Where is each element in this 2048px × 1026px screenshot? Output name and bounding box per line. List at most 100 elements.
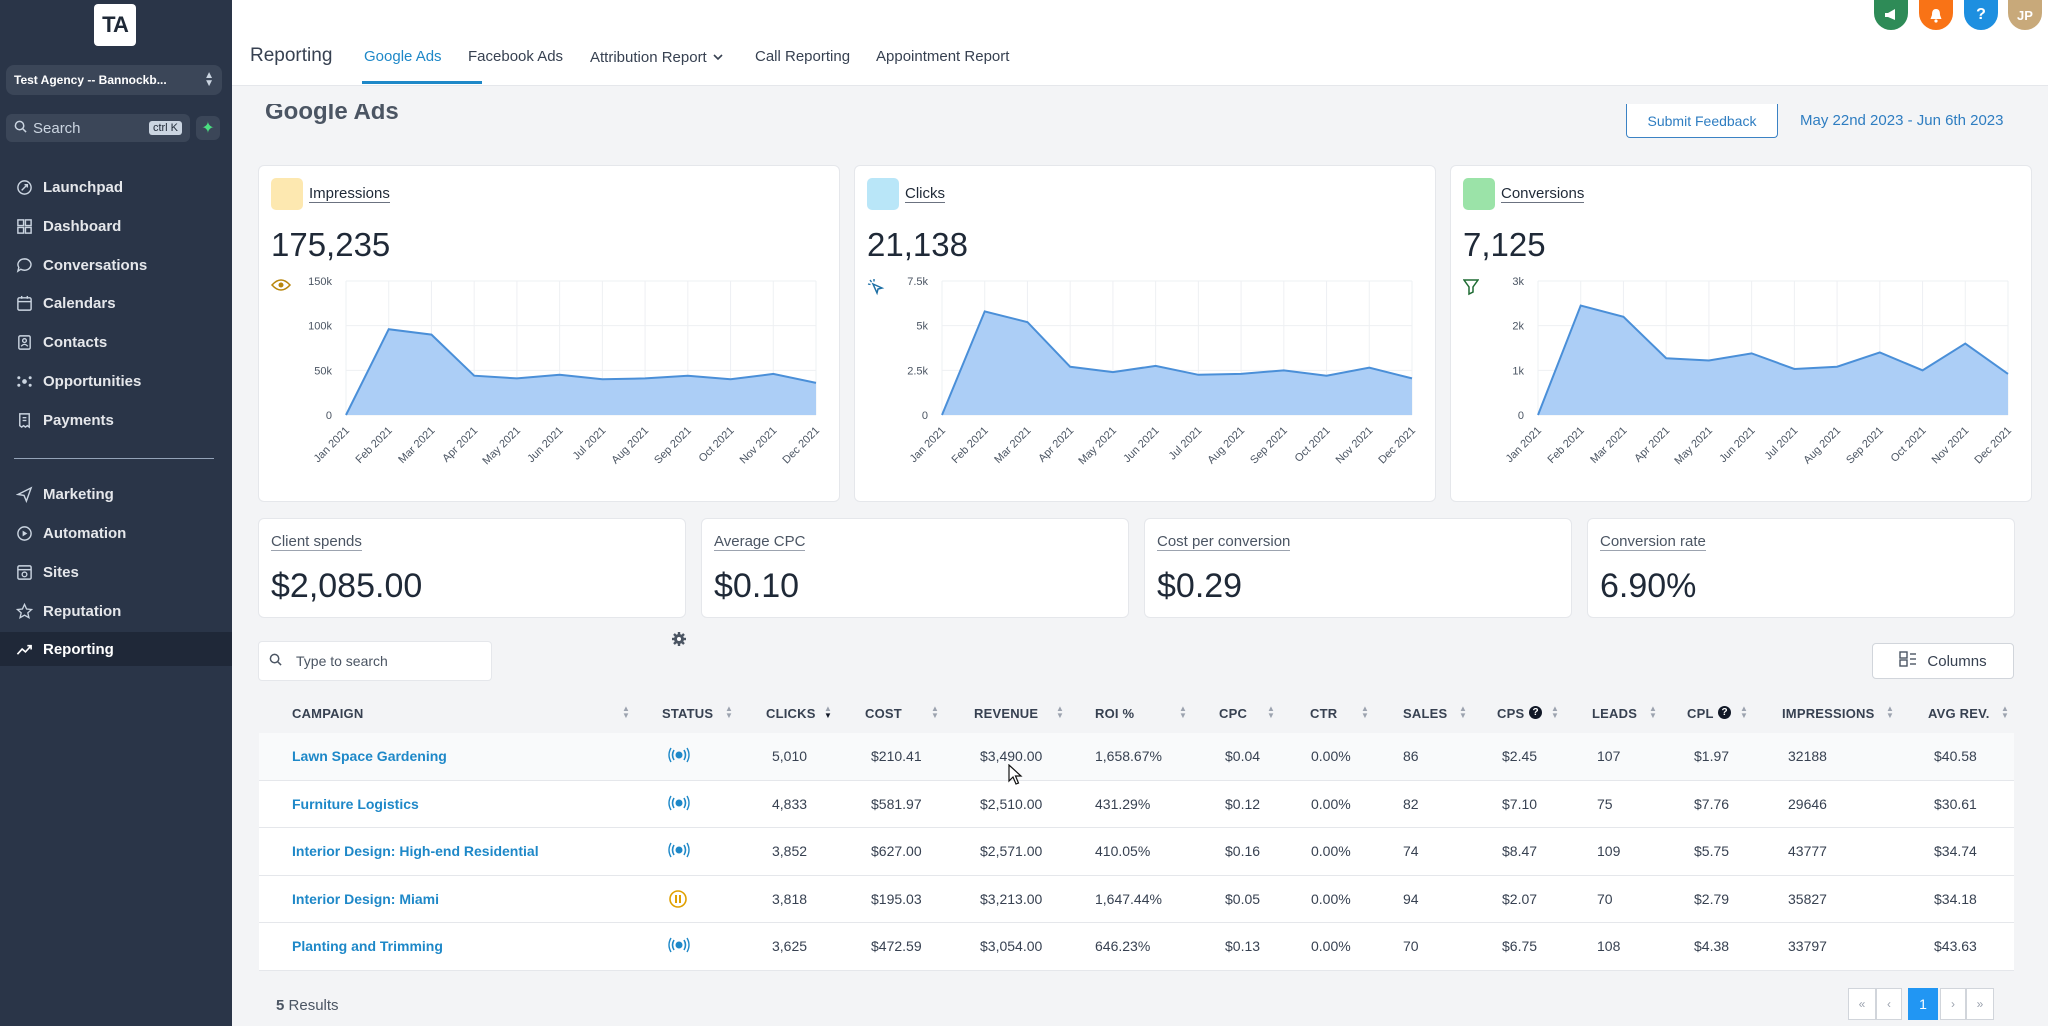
trend-icon: [14, 639, 34, 659]
x-tick-label: May 2021: [1076, 425, 1119, 468]
table-row[interactable]: Furniture Logistics 4,833 $581.97 $2,510.00…: [259, 780, 2014, 828]
col-cost[interactable]: COST: [865, 706, 902, 721]
status-active-icon[interactable]: [668, 746, 690, 767]
sort-icon[interactable]: ▲ ▼: [1361, 704, 1369, 720]
results-number: 5: [276, 997, 285, 1014]
col-status[interactable]: STATUS: [662, 706, 714, 721]
sort-icon[interactable]: ▲ ▼: [824, 704, 832, 720]
next-page-button[interactable]: ›: [1940, 988, 1966, 1020]
prev-page-button[interactable]: ‹: [1876, 988, 1902, 1020]
last-page-button[interactable]: »: [1966, 988, 1994, 1020]
tab-attribution-report[interactable]: Attribution Report: [590, 48, 723, 66]
sort-icon[interactable]: ▲ ▼: [1740, 704, 1748, 720]
sidebar-item-marketing[interactable]: Marketing: [0, 477, 232, 511]
status-paused-icon[interactable]: [668, 889, 688, 912]
sort-icon[interactable]: ▲ ▼: [1649, 704, 1657, 720]
y-tick-label: 50k: [314, 365, 332, 377]
page-button-current[interactable]: 1: [1908, 988, 1938, 1020]
cell-campaign[interactable]: Interior Design: High-end Residential: [292, 843, 539, 859]
agency-logo[interactable]: TA: [94, 4, 136, 46]
cell-leads: 107: [1597, 748, 1621, 764]
bell-icon[interactable]: [1919, 0, 1953, 30]
campaigns-table: CAMPAIGN ▲ ▼ STATUS ▲ ▼ CLICKS ▲ ▼ COST ▲ ▼ …: [259, 695, 2014, 971]
col-sales[interactable]: SALES: [1403, 706, 1448, 721]
cell-ctr: 0.00%: [1311, 890, 1351, 907]
sort-icon[interactable]: ▲ ▼: [1179, 704, 1187, 720]
sort-icon[interactable]: ▲ ▼: [931, 704, 939, 720]
sidebar-item-reporting[interactable]: Reporting: [0, 632, 232, 666]
sort-icon[interactable]: ▲ ▼: [1886, 704, 1894, 720]
cell-campaign[interactable]: Lawn Space Gardening: [292, 748, 447, 764]
tab-call-reporting[interactable]: Call Reporting: [755, 48, 851, 65]
cell-cost: $581.97: [871, 795, 922, 812]
megaphone-icon[interactable]: [1874, 0, 1908, 30]
submit-feedback-button[interactable]: Submit Feedback: [1626, 104, 1778, 138]
col-ctr[interactable]: CTR: [1310, 706, 1338, 721]
table-search-input[interactable]: Type to search: [258, 641, 492, 681]
help-icon[interactable]: ?: [1964, 0, 1998, 30]
table-row[interactable]: Planting and Trimming 3,625 $472.59 $3,054.…: [259, 923, 2014, 971]
stat-label[interactable]: Cost per conversion: [1157, 533, 1291, 551]
status-active-icon[interactable]: [668, 794, 690, 815]
sidebar-search[interactable]: Search ctrl K: [6, 114, 190, 142]
status-active-icon[interactable]: [668, 936, 690, 957]
sort-icon[interactable]: ▲ ▼: [1459, 704, 1467, 720]
sidebar-item-payments[interactable]: Payments: [0, 403, 232, 437]
cell-campaign[interactable]: Planting and Trimming: [292, 938, 443, 954]
sidebar-item-reputation[interactable]: Reputation: [0, 594, 232, 628]
status-active-icon[interactable]: [668, 841, 690, 862]
tab-google-ads[interactable]: Google Ads: [364, 48, 442, 65]
card-title[interactable]: Clicks: [905, 185, 945, 203]
sidebar-item-automation[interactable]: Automation: [0, 516, 232, 550]
col-revenue[interactable]: REVENUE: [974, 706, 1039, 721]
sidebar-item-label: Sites: [43, 563, 79, 581]
sort-icon[interactable]: ▲ ▼: [622, 704, 630, 720]
columns-button[interactable]: Columns: [1872, 643, 2014, 679]
receipt-icon: [14, 410, 34, 430]
sort-icon[interactable]: ▲ ▼: [1056, 704, 1064, 720]
stat-label[interactable]: Client spends: [271, 533, 362, 551]
tab-appointment-report[interactable]: Appointment Report: [876, 48, 1010, 65]
sort-icon[interactable]: ▲ ▼: [2001, 704, 2009, 720]
card-title[interactable]: Impressions: [309, 185, 390, 203]
quick-action-icon[interactable]: ✦: [196, 116, 220, 140]
col-cpc[interactable]: CPC: [1219, 706, 1248, 721]
col-leads[interactable]: LEADS: [1592, 706, 1638, 721]
col-clicks[interactable]: CLICKS: [766, 706, 816, 721]
sidebar-item-sites[interactable]: Sites: [0, 555, 232, 589]
cell-cpc: $0.16: [1225, 843, 1261, 859]
cell-campaign[interactable]: Furniture Logistics: [292, 795, 419, 812]
col-cpl[interactable]: CPL: [1687, 706, 1714, 721]
agency-switcher[interactable]: Test Agency -- Bannockb... ▲ ▼: [6, 65, 222, 95]
sidebar-item-contacts[interactable]: Contacts: [0, 325, 232, 359]
col-avg-rev[interactable]: AVG REV.: [1928, 706, 1990, 721]
cell-cps: $7.10: [1502, 795, 1538, 812]
sidebar-item-dashboard[interactable]: Dashboard: [0, 209, 232, 243]
sidebar-item-launchpad[interactable]: Launchpad: [0, 170, 232, 204]
help-icon[interactable]: ?: [1718, 706, 1731, 719]
col-campaign[interactable]: CAMPAIGN: [292, 706, 364, 721]
table-row[interactable]: Lawn Space Gardening 5,010 $210.41 $3,490.0…: [259, 733, 2014, 781]
stat-label[interactable]: Average CPC: [714, 533, 806, 551]
sort-icon[interactable]: ▲ ▼: [1551, 704, 1559, 720]
sidebar-item-calendars[interactable]: Calendars: [0, 286, 232, 320]
cell-campaign[interactable]: Interior Design: Miami: [292, 890, 440, 907]
help-icon[interactable]: ?: [1529, 706, 1542, 719]
sidebar-item-opportunities[interactable]: Opportunities: [0, 364, 232, 398]
col-roi[interactable]: ROI %: [1095, 706, 1135, 721]
stat-label[interactable]: Conversion rate: [1600, 533, 1706, 551]
user-avatar[interactable]: JP: [2008, 0, 2042, 30]
table-row[interactable]: Interior Design: High-end Residential 3,8…: [259, 828, 2014, 876]
sort-icon[interactable]: ▲ ▼: [1267, 704, 1275, 720]
cell-leads: 109: [1597, 843, 1621, 859]
card-title[interactable]: Conversions: [1501, 185, 1585, 203]
col-cps[interactable]: CPS: [1497, 706, 1525, 721]
date-range-picker[interactable]: May 22nd 2023 - Jun 6th 2023: [1800, 112, 2004, 129]
sidebar-item-conversations[interactable]: Conversations: [0, 248, 232, 282]
cell-cpc: $0.13: [1225, 938, 1261, 954]
table-row[interactable]: Interior Design: Miami 3,818 $195.03 $3,213…: [259, 875, 2014, 923]
sort-icon[interactable]: ▲ ▼: [725, 704, 733, 720]
first-page-button[interactable]: «: [1848, 988, 1876, 1020]
col-impressions[interactable]: IMPRESSIONS: [1782, 706, 1875, 721]
tab-facebook-ads[interactable]: Facebook Ads: [468, 48, 564, 65]
